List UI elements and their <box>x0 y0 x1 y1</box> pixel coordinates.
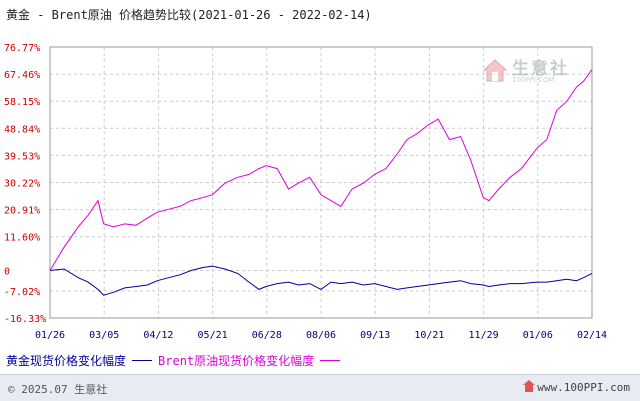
legend: 黄金现货价格变化幅度 Brent原油现货价格变化幅度 <box>6 351 346 369</box>
legend-item-gold: 黄金现货价格变化幅度 <box>6 352 153 369</box>
y-tick-label: 48.84% <box>4 124 40 135</box>
site-logo-icon <box>523 380 535 392</box>
legend-swatch-brent <box>320 359 341 361</box>
series-line-brent <box>49 69 593 271</box>
x-tick-label: 09/13 <box>360 330 390 341</box>
x-tick-label: 05/21 <box>198 330 228 341</box>
x-tick-label: 01/06 <box>523 330 553 341</box>
footer-bar: © 2025.07 生意社 www.100PPI.com <box>0 374 640 401</box>
chart-title: 黄金 - Brent原油 价格趋势比较(2021-01-26 - 2022-02… <box>6 8 372 22</box>
chart-canvas: 76.77% 67.46% 58.15% 48.84% 39.53% 30.22% 20.9… <box>4 43 607 341</box>
legend-item-brent: Brent原油现货价格变化幅度 <box>158 352 341 369</box>
y-tick-label: 58.15% <box>4 97 40 108</box>
series-layer <box>49 69 593 296</box>
y-tick-label: 20.91% <box>4 206 40 217</box>
y-tick-label: -7.02% <box>4 287 40 298</box>
watermark-url: 100PPI.COM <box>512 76 555 84</box>
legend-label-gold: 黄金现货价格变化幅度 <box>6 353 127 368</box>
series-line-gold <box>49 265 593 296</box>
x-tick-label: 04/12 <box>143 330 173 341</box>
y-tick-label: 30.22% <box>4 179 40 190</box>
site-link[interactable]: www.100PPI.com <box>537 381 630 394</box>
tick-label-layer: 76.77% 67.46% 58.15% 48.84% 39.53% 30.22% 20.9… <box>4 43 607 341</box>
x-tick-label: 10/21 <box>414 330 444 341</box>
copyright-text: © 2025.07 生意社 <box>8 383 108 396</box>
axis-layer <box>49 46 593 319</box>
watermark-name: 生意社 <box>512 59 569 79</box>
y-tick-label: 76.77% <box>4 43 40 54</box>
plot-frame <box>49 46 593 319</box>
x-tick-label: 06/28 <box>252 330 282 341</box>
y-tick-label: 11.60% <box>4 233 40 244</box>
y-tick-label: 39.53% <box>4 151 40 162</box>
x-tick-label: 08/06 <box>306 330 336 341</box>
legend-swatch-gold <box>132 359 153 361</box>
watermark: 生意社 100PPI.COM <box>482 52 582 92</box>
x-tick-label: 03/05 <box>89 330 119 341</box>
y-tick-label: -16.33% <box>4 314 46 325</box>
y-tick-label: 67.46% <box>4 70 40 81</box>
y-tick-label: 0 <box>4 266 10 277</box>
legend-label-brent: Brent原油现货价格变化幅度 <box>158 353 315 368</box>
x-tick-label: 02/14 <box>577 330 607 341</box>
watermark-house-icon <box>482 59 508 82</box>
x-tick-label: 01/26 <box>35 330 65 341</box>
x-tick-label: 11/29 <box>469 330 499 341</box>
